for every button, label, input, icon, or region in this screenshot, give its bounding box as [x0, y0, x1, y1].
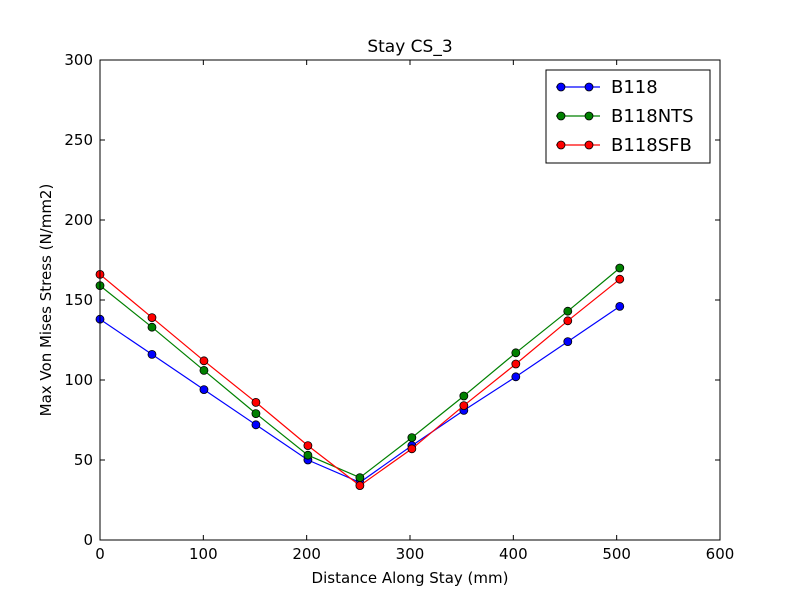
- data-point-b118: [251, 420, 261, 430]
- data-point-b118nts: [199, 365, 209, 375]
- x-tick-label: 0: [95, 545, 105, 563]
- x-tick-label: 600: [706, 545, 735, 563]
- legend-marker-b118nts: [556, 111, 566, 121]
- x-tick-label: 100: [189, 545, 218, 563]
- y-tick-label: 200: [64, 211, 93, 229]
- y-axis-label: Max Von Mises Stress (N/mm2): [37, 184, 55, 417]
- data-point-b118nts: [355, 473, 365, 483]
- data-point-b118sfb: [355, 481, 365, 491]
- legend-marker-b118: [556, 82, 566, 92]
- legend-marker-b118sfb: [556, 140, 566, 150]
- legend-marker-b118: [584, 82, 594, 92]
- data-point-b118: [147, 349, 157, 359]
- data-point-b118nts: [251, 409, 261, 419]
- data-point-b118: [511, 372, 521, 382]
- data-point-b118nts: [615, 263, 625, 273]
- data-point-b118nts: [563, 306, 573, 316]
- data-point-b118sfb: [459, 401, 469, 411]
- data-point-b118: [615, 301, 625, 311]
- data-point-b118sfb: [511, 359, 521, 369]
- y-tick-label: 50: [74, 451, 93, 469]
- data-point-b118: [199, 385, 209, 395]
- x-tick-label: 500: [602, 545, 631, 563]
- data-point-b118nts: [511, 348, 521, 358]
- y-tick-label: 0: [83, 531, 93, 549]
- data-point-b118nts: [303, 450, 313, 460]
- y-tick-label: 300: [64, 51, 93, 69]
- data-point-b118sfb: [199, 356, 209, 366]
- data-point-b118nts: [407, 433, 417, 443]
- legend-label-b118: B118: [611, 77, 658, 98]
- data-point-b118sfb: [251, 397, 261, 407]
- data-point-b118sfb: [615, 274, 625, 284]
- data-point-b118: [563, 337, 573, 347]
- data-point-b118sfb: [563, 316, 573, 326]
- x-tick-label: 400: [499, 545, 528, 563]
- legend: B118 B118NTS B118SFB: [545, 69, 711, 164]
- x-tick-label: 300: [396, 545, 425, 563]
- legend-marker-b118sfb: [584, 140, 594, 150]
- legend-marker-b118nts: [584, 111, 594, 121]
- y-tick-label: 150: [64, 291, 93, 309]
- y-tick-label: 100: [64, 371, 93, 389]
- series-lines: [95, 263, 625, 491]
- data-point-b118nts: [147, 322, 157, 332]
- legend-label-b118nts: B118NTS: [611, 106, 694, 127]
- data-point-b118sfb: [407, 444, 417, 454]
- y-tick-label: 250: [64, 131, 93, 149]
- plot-frame: [99, 59, 721, 541]
- x-axis-label: Distance Along Stay (mm): [312, 569, 509, 587]
- axis-ticks: 0 100 200 300 400 500 600 0 50 100 150 200 250 300: [64, 51, 734, 563]
- data-point-b118sfb: [147, 313, 157, 323]
- chart-title: Stay CS_3: [367, 37, 452, 57]
- legend-label-b118sfb: B118SFB: [611, 135, 692, 156]
- x-tick-label: 200: [292, 545, 321, 563]
- data-point-b118sfb: [303, 441, 313, 451]
- data-point-b118nts: [459, 391, 469, 401]
